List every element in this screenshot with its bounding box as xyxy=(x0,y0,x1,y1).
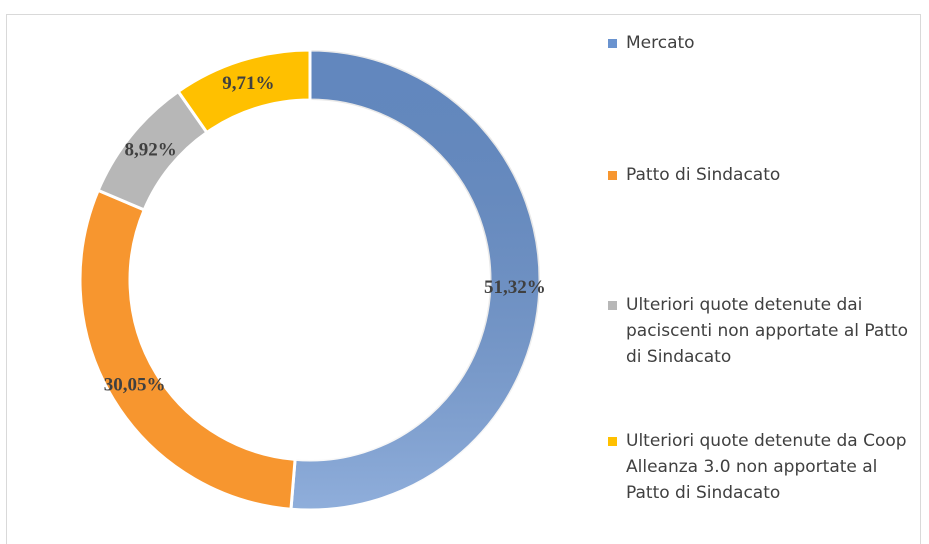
data-label: 8,92% xyxy=(125,139,177,160)
data-label: 9,71% xyxy=(222,73,274,94)
donut-segment xyxy=(78,188,297,511)
data-label: 30,05% xyxy=(104,374,166,395)
legend-item: Patto di Sindacato xyxy=(606,162,916,188)
legend-label: Patto di Sindacato xyxy=(626,165,781,185)
segment-shade xyxy=(290,50,540,510)
legend-item: Mercato xyxy=(606,30,916,56)
legend-label: Ulteriori quote detenute da Coop Alleanz… xyxy=(626,431,907,503)
chart-frame xyxy=(6,14,921,544)
data-label: 51,32% xyxy=(484,277,546,298)
legend-swatch xyxy=(608,301,617,310)
legend-swatch xyxy=(608,171,617,180)
donut-segment xyxy=(176,48,312,135)
legend-item: Ulteriori quote detenute da Coop Alleanz… xyxy=(606,428,916,506)
legend-label: Mercato xyxy=(626,33,695,53)
legend-item: Ulteriori quote detenute dai paciscenti … xyxy=(606,292,916,370)
legend-swatch xyxy=(608,39,617,48)
legend-swatch xyxy=(608,437,617,446)
legend-label: Ulteriori quote detenute dai paciscenti … xyxy=(626,295,909,367)
